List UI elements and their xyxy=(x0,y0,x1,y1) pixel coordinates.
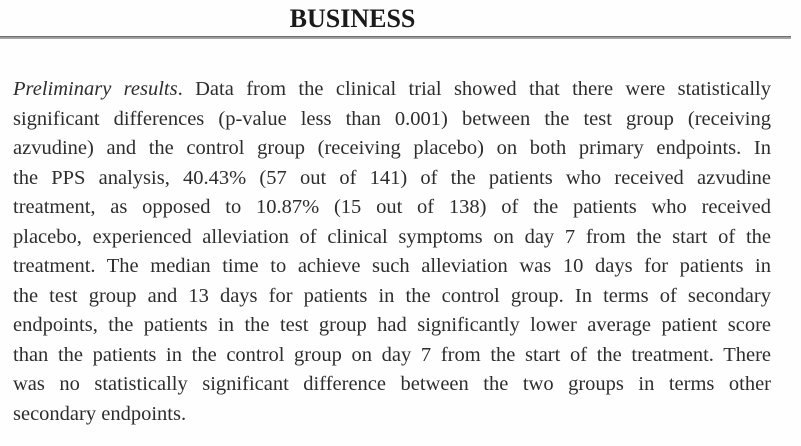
text-line: azvudine) and the control group (receivi… xyxy=(13,137,771,159)
text-line: significant differences (p-value less th… xyxy=(13,107,771,130)
paragraph-italic-lead: Preliminary results xyxy=(13,78,178,100)
text-line: than the patients in the control group o… xyxy=(13,343,771,366)
text-line: treatment. The median time to achieve su… xyxy=(13,255,771,277)
text-line-content: . Data from the clinical trial showed th… xyxy=(177,78,771,100)
text-line: endpoints, the patients in the test grou… xyxy=(13,314,771,336)
text-line: the test group and 13 days for patients … xyxy=(13,284,771,307)
header-divider xyxy=(0,36,791,39)
page-title: BUSINESS xyxy=(289,4,416,33)
text-line: placebo, experienced alleviation of clin… xyxy=(13,225,771,248)
text-line: the PPS analysis, 40.43% (57 out of 141)… xyxy=(13,166,771,189)
text-line: was no statistically significant differe… xyxy=(13,373,771,395)
text-line: Preliminary results. Data from the clini… xyxy=(13,75,771,105)
page-header: BUSINESS xyxy=(0,0,801,33)
text-line: treatment, as opposed to 10.87% (15 out … xyxy=(13,196,771,218)
text-line: secondary endpoints. xyxy=(13,402,187,425)
body-paragraph: Preliminary results. Data from the clini… xyxy=(13,75,771,429)
